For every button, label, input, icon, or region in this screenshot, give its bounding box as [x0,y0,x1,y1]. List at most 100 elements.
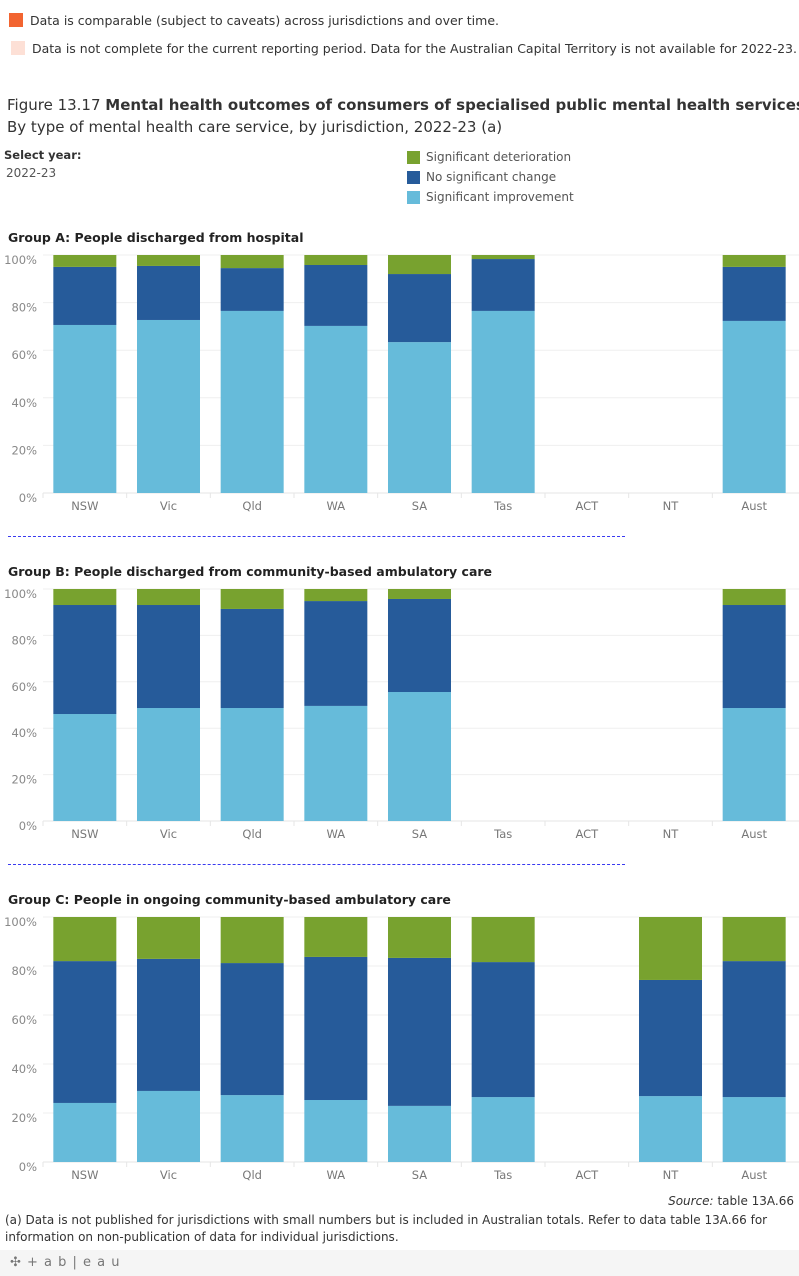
bar-segment-no-significant-change[interactable] [639,979,702,1097]
bar-segment-significant-deterioration[interactable] [722,917,786,962]
bar-segment-significant-deterioration[interactable] [220,917,284,964]
bar-segment-no-significant-change[interactable] [471,259,535,311]
footnote: (a) Data is not published for jurisdicti… [5,1213,768,1244]
bar-segment-significant-deterioration[interactable] [304,255,368,265]
figure-subtitle: By type of mental health care service, b… [7,118,503,136]
bar-segment-significant-deterioration[interactable] [220,255,284,269]
x-tick-label: SA [412,827,428,841]
bar-segment-no-significant-change[interactable] [388,274,451,343]
x-tick-label: WA [327,499,346,513]
bar-segment-no-significant-change[interactable] [53,961,117,1103]
bar-segment-significant-deterioration[interactable] [53,589,117,606]
bar-segment-significant-deterioration[interactable] [388,255,451,275]
bar-segment-significant-deterioration[interactable] [304,589,368,602]
legend-item-no-change[interactable]: No significant change [407,167,574,187]
bar-segment-significant-improvement[interactable] [722,708,786,821]
bar-segment-significant-deterioration[interactable] [639,917,702,980]
chart-group-c: 0% 20% 40% 60% 80% 100% NSW Vic Qld WA SA Tas ACT NT A… [4,915,799,1182]
bar-segment-significant-improvement[interactable] [137,319,200,493]
bar-segment-significant-deterioration[interactable] [722,589,786,606]
bar-segment-significant-improvement[interactable] [220,310,284,493]
bar-segment-no-significant-change[interactable] [137,605,200,709]
y-tick-label: 80% [11,301,37,315]
y-tick-label: 100% [4,915,37,929]
bar-segment-significant-deterioration[interactable] [471,917,535,963]
bar-segment-significant-improvement[interactable] [304,1100,368,1162]
bar-segment-significant-improvement[interactable] [722,320,786,493]
note-comparable: Data is comparable (subject to caveats) … [30,13,499,28]
bar-segment-significant-deterioration[interactable] [53,917,117,962]
x-tick-label: NSW [71,827,98,841]
x-tick-label: Aust [741,499,767,513]
bar-segment-significant-improvement[interactable] [304,325,368,493]
chart-group-a: 0% 20% 40% 60% 80% 100% NSW Vic Qld WA SA Tas ACT NT A… [4,253,799,513]
bar-segment-no-significant-change[interactable] [53,605,117,715]
y-tick-label: 40% [11,396,37,410]
y-tick-label: 0% [19,819,37,833]
bar-segment-significant-improvement[interactable] [471,310,535,493]
x-tick-label: ACT [575,827,599,841]
tableau-bar: ✣ + a b | e a u [0,1250,799,1276]
bar-segment-significant-improvement[interactable] [53,1102,117,1162]
bar-segment-significant-improvement[interactable] [53,324,117,493]
bar-segment-significant-deterioration[interactable] [137,255,200,266]
chart-a-title: Group A: People discharged from hospital [8,230,304,245]
bar-segment-no-significant-change[interactable] [220,268,284,311]
bar-segment-significant-improvement[interactable] [722,1097,786,1162]
bar-segment-no-significant-change[interactable] [220,608,284,709]
bar-segment-significant-deterioration[interactable] [304,917,368,957]
bar-segment-significant-deterioration[interactable] [388,589,451,599]
bar-segment-no-significant-change[interactable] [722,961,786,1098]
bar-segment-significant-improvement[interactable] [388,692,451,821]
legend-item-deterioration[interactable]: Significant deterioration [407,147,574,167]
x-tick-label: Tas [493,1168,512,1182]
bar-segment-significant-improvement[interactable] [304,705,368,821]
bar-segment-significant-deterioration[interactable] [471,255,535,260]
bar-segment-no-significant-change[interactable] [137,958,200,1091]
y-tick-label: 80% [11,964,37,978]
tableau-logo[interactable]: ✣ + a b | e a u [10,1255,121,1270]
x-tick-label: Vic [160,1168,177,1182]
figure-title: Figure 13.17 Mental health outcomes of c… [7,96,799,114]
x-tick-label: SA [412,1168,428,1182]
bar-segment-significant-improvement[interactable] [137,708,200,821]
bar-segment-significant-deterioration[interactable] [137,589,200,606]
bar-segment-no-significant-change[interactable] [220,963,284,1096]
bar-segment-significant-improvement[interactable] [388,1105,451,1162]
bar-segment-no-significant-change[interactable] [304,601,368,706]
year-filter-value[interactable]: 2022-23 [6,166,57,180]
bar-segment-no-significant-change[interactable] [137,265,200,320]
year-filter[interactable]: Select year: 2022-23 [4,148,81,180]
bar-segment-significant-improvement[interactable] [220,1095,284,1162]
x-tick-label: SA [412,499,428,513]
y-tick-label: 100% [4,253,37,267]
bar-segment-no-significant-change[interactable] [722,266,786,321]
bar-segment-significant-deterioration[interactable] [722,255,786,267]
bar-segment-no-significant-change[interactable] [388,957,451,1106]
bar-segment-significant-improvement[interactable] [639,1096,702,1162]
bar-segment-significant-improvement[interactable] [471,1097,535,1162]
bar-segment-significant-improvement[interactable] [137,1090,200,1162]
bar-segment-no-significant-change[interactable] [304,264,368,326]
y-tick-label: 20% [11,443,37,457]
note-swatch-comparable [9,13,23,27]
bar-segment-significant-improvement[interactable] [53,714,117,821]
bar-segment-significant-improvement[interactable] [388,342,451,493]
bar-segment-significant-deterioration[interactable] [137,917,200,959]
bar-segment-significant-deterioration[interactable] [388,917,451,958]
bar-segment-significant-deterioration[interactable] [53,255,117,267]
source: Source: table 13A.66 [668,1194,794,1208]
y-tick-label: 60% [11,348,37,362]
legend-item-improvement[interactable]: Significant improvement [407,187,574,207]
bar-segment-no-significant-change[interactable] [388,598,451,693]
bar-segment-no-significant-change[interactable] [471,962,535,1098]
bar-segment-no-significant-change[interactable] [722,605,786,709]
chart-b-title: Group B: People discharged from communit… [8,564,493,579]
x-tick-label: Vic [160,499,177,513]
bar-segment-significant-improvement[interactable] [220,708,284,821]
bar-segment-no-significant-change[interactable] [304,956,368,1101]
x-tick-label: Tas [493,499,512,513]
bar-segment-significant-deterioration[interactable] [220,589,284,609]
bar-segment-no-significant-change[interactable] [53,266,117,325]
note-swatch-incomplete [11,41,25,55]
